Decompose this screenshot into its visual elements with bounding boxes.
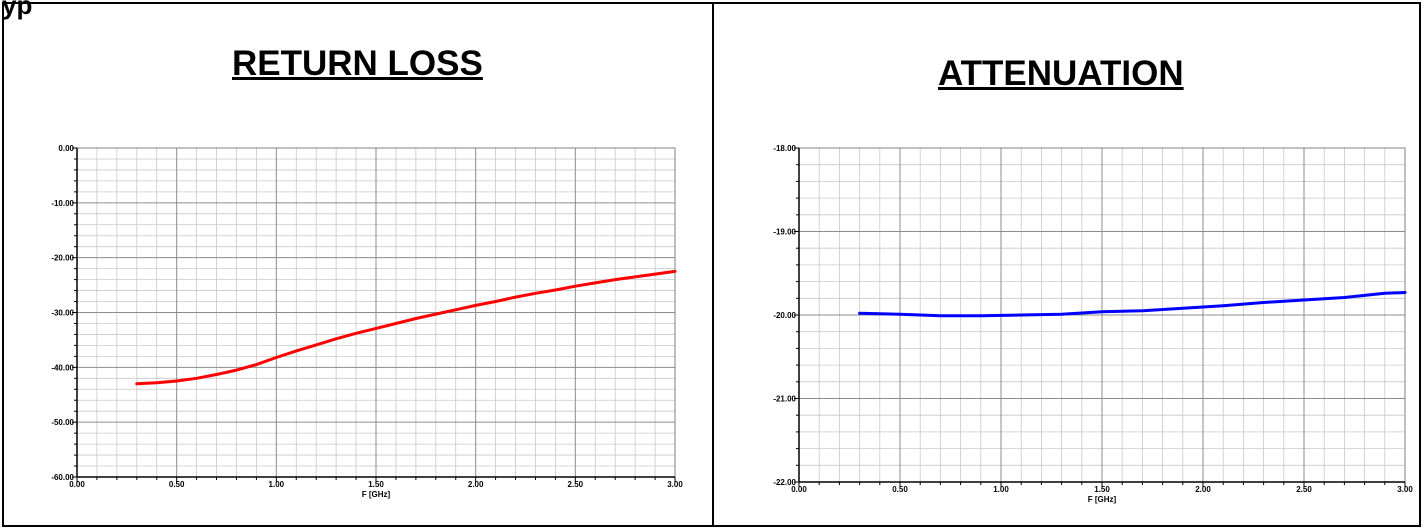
y-tick-label: 0.00 (58, 144, 74, 153)
y-tick-label: -60.00 (51, 473, 74, 482)
y-tick-label: -30.00 (51, 309, 74, 318)
y-tick-label: -21.00 (773, 395, 796, 404)
x-tick-label: 2.50 (568, 480, 584, 489)
panel-divider (712, 2, 714, 527)
x-tick-label: 1.50 (1094, 485, 1110, 494)
return-loss-title: RETURN LOSS (232, 44, 483, 83)
data-series-line (858, 291, 1407, 318)
y-tick-label: -20.00 (773, 311, 796, 320)
y-tick-label: -22.00 (773, 478, 796, 487)
x-tick-label: 3.00 (1397, 485, 1413, 494)
x-tick-label: 1.50 (368, 480, 384, 489)
x-tick-label: 0.50 (892, 485, 908, 494)
data-series-line (135, 269, 677, 386)
return-loss-chart: 0.00 0.50 1.00 1.50 2.00 2.50 3.00 0.00 -10.00 -2… (51, 144, 683, 499)
x-tick-label: 1.00 (993, 485, 1009, 494)
x-tick-label: 3.00 (667, 480, 683, 489)
clipped-heading: yp (2, 0, 33, 20)
y-tick-label: -50.00 (51, 418, 74, 427)
y-tick-label: -20.00 (51, 254, 74, 263)
y-tick-label: -18.00 (773, 144, 796, 153)
x-tick-label: 2.50 (1296, 485, 1312, 494)
x-axis-label: F [GHz] (1088, 495, 1117, 504)
y-tick-label: -40.00 (51, 363, 74, 372)
y-tick-label: -10.00 (51, 199, 74, 208)
right-border (1419, 125, 1421, 527)
x-tick-label: 0.50 (169, 480, 185, 489)
x-tick-label: 2.00 (1195, 485, 1211, 494)
x-tick-label: 2.00 (468, 480, 484, 489)
x-axis-label: F [GHz] (362, 490, 391, 499)
x-tick-label: 0.00 (69, 480, 85, 489)
attenuation-title: ATTENUATION (938, 54, 1184, 93)
x-tick-label: 1.00 (269, 480, 285, 489)
y-tick-label: -19.00 (773, 228, 796, 237)
x-tick-label: 0.00 (791, 485, 807, 494)
